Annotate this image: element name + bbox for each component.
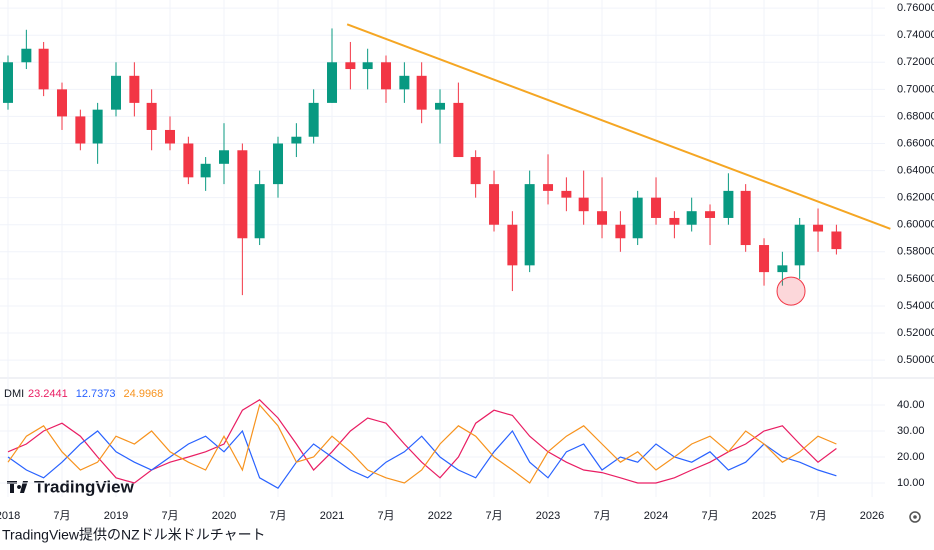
candle-body [183,143,194,178]
x-tick-label: 2018 [0,510,20,522]
y-tick-label: 0.58000 [897,246,934,258]
highlight-circle [776,276,806,306]
candle-body [507,224,518,266]
candle-body [129,75,140,103]
candle-body [254,184,265,239]
settings-icon[interactable] [909,511,921,523]
candle-body [524,184,535,266]
x-tick-label: 2020 [212,510,236,522]
candle-body [669,217,680,225]
candle-body [219,150,230,164]
candle-body [651,197,662,218]
candle-body [327,62,338,103]
dmi-line [7,399,837,484]
candle-body [543,184,554,191]
indicator-value: 12.7373 [76,388,116,400]
x-tick-label: 2026 [860,510,884,522]
x-tick-label: 7月 [377,510,394,522]
indicator-title: DMI [4,388,24,400]
candle-body [686,211,697,225]
y-tick-label: 0.76000 [897,2,934,14]
candle-body [470,157,481,185]
candle-body [813,224,824,232]
candle-body [453,102,464,158]
trendline [346,23,891,230]
x-tick-label: 2025 [752,510,776,522]
x-tick-label: 7月 [701,510,718,522]
x-tick-label: 2022 [428,510,452,522]
dmi-line [7,429,837,489]
y-tick-label: 30.00 [897,425,925,437]
candle-body [362,62,373,70]
candle-body [705,211,716,218]
candle-body [110,75,121,110]
y-tick-label: 0.66000 [897,137,934,149]
y-tick-label: 0.54000 [897,300,934,312]
candle-body [273,143,284,185]
x-tick-label: 7月 [269,510,286,522]
candle-body [56,89,67,117]
candle-body [146,102,157,130]
candle-body [759,245,770,273]
x-tick-label: 2023 [536,510,560,522]
candle-body [2,62,13,103]
candle-body [578,197,589,212]
y-tick-label: 0.74000 [897,29,934,41]
x-tick-label: 7月 [593,510,610,522]
candle-body [435,102,446,110]
candle-body [723,190,734,218]
settings-icon-dot [913,515,917,519]
y-tick-label: 0.72000 [897,56,934,68]
y-tick-label: 0.64000 [897,164,934,176]
x-tick-label: 2024 [644,510,668,522]
candle-body [489,184,500,225]
y-tick-label: 20.00 [897,451,925,463]
candle-body [597,211,608,225]
y-tick-label: 0.50000 [897,354,934,366]
x-tick-label: 7月 [485,510,502,522]
candle-body [21,48,32,63]
candle-body [561,190,572,198]
candle-body [200,163,211,178]
candle-body [740,190,751,246]
indicator-value: 24.9968 [124,388,164,400]
x-tick-label: 7月 [53,510,70,522]
candle-body [308,102,319,137]
y-tick-label: 0.52000 [897,327,934,339]
candle-body [831,231,842,250]
y-tick-label: 0.60000 [897,219,934,231]
caption: TradingView提供のNZドル米ドルチャート [2,527,266,543]
candle-body [416,75,427,110]
candle-body [777,265,788,273]
candle-body [615,224,626,239]
y-tick-label: 10.00 [897,477,925,489]
candle-body [291,136,302,144]
watermark: TradingView [34,477,135,496]
candle-body [165,129,176,144]
y-tick-label: 0.62000 [897,192,934,204]
candle-body [75,116,86,144]
candle-body [381,62,392,90]
candle-body [345,62,356,70]
candle-body [92,109,103,144]
y-tick-label: 40.00 [897,399,925,411]
candle-body [237,150,248,239]
candle-body [38,48,49,90]
x-tick-label: 2021 [320,510,344,522]
y-tick-label: 0.56000 [897,273,934,285]
logo-mark [7,481,28,493]
x-tick-label: 7月 [809,510,826,522]
candle-body [794,224,805,266]
x-tick-label: 2019 [104,510,128,522]
y-tick-label: 0.68000 [897,110,934,122]
candle-body [632,197,643,239]
y-tick-label: 0.70000 [897,83,934,95]
candle-body [399,75,410,90]
indicator-value: 23.2441 [28,388,68,400]
x-tick-label: 7月 [161,510,178,522]
dmi-line [7,403,837,484]
